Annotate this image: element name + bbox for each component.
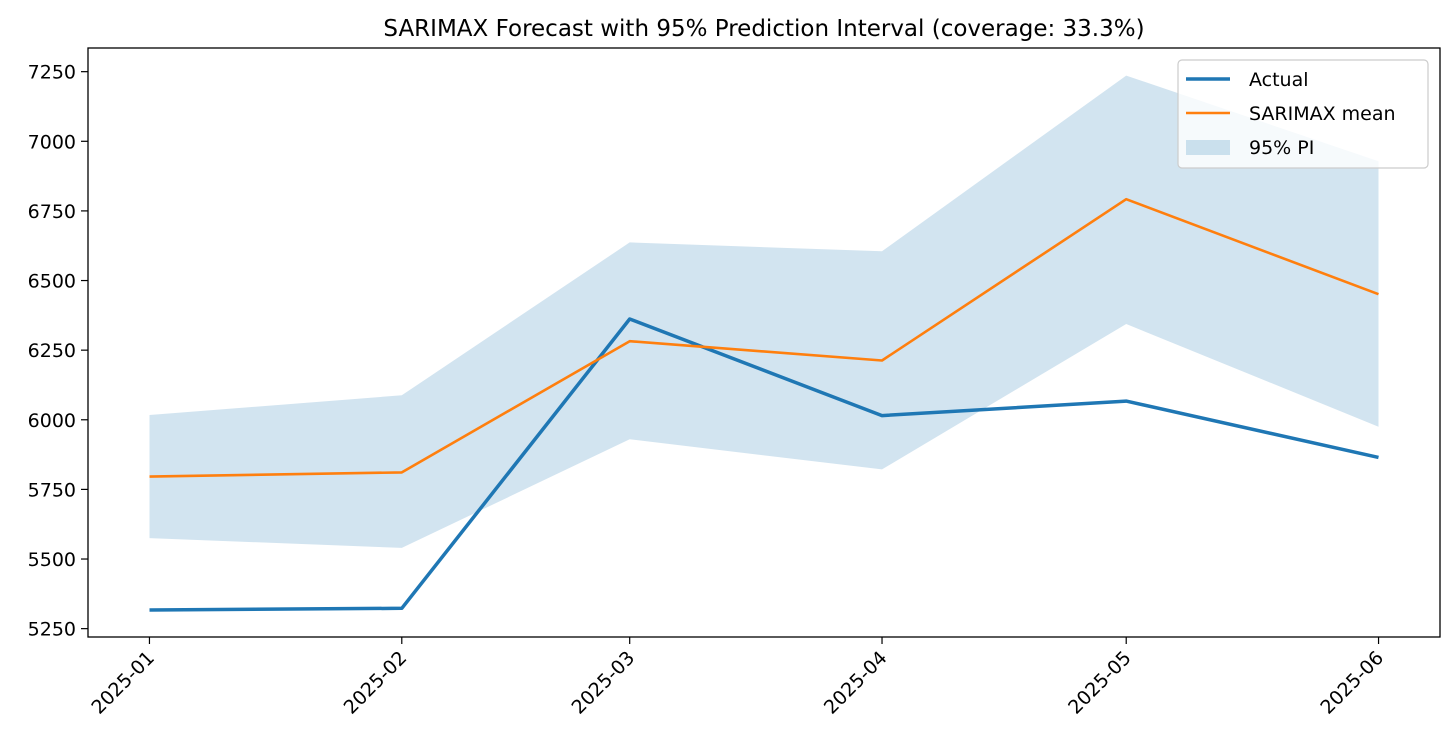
x-tick-label: 2025-06 — [1316, 647, 1388, 719]
legend-box — [1177, 59, 1429, 169]
y-tick-label: 7000 — [28, 131, 76, 153]
legend-label: 95% PI — [1249, 137, 1314, 159]
legend-label: Actual — [1249, 69, 1309, 91]
axes-frame — [87, 47, 1441, 638]
y-tick-label: 7250 — [28, 62, 76, 84]
x-tick-label: 2025-05 — [1064, 647, 1136, 719]
y-tick-label: 5500 — [28, 549, 76, 571]
plot-area — [149, 75, 1379, 612]
y-tick-label: 6750 — [28, 201, 76, 223]
legend-swatch — [1186, 140, 1230, 155]
x-tick-label: 2025-01 — [87, 647, 159, 719]
y-tick-label: 6000 — [28, 410, 76, 432]
x-tick-label: 2025-03 — [568, 647, 640, 719]
y-tick-label: 6500 — [28, 271, 76, 293]
legend-label: SARIMAX mean — [1249, 103, 1396, 125]
legend: Actual SARIMAX mean 95% PI — [1177, 59, 1429, 169]
x-tick-label: 2025-04 — [820, 647, 892, 719]
series-line-actual — [149, 317, 1379, 612]
band-95-pi — [149, 75, 1379, 548]
chart-title: SARIMAX Forecast with 95% Prediction Int… — [383, 16, 1144, 42]
y-tick-label: 5750 — [28, 479, 76, 501]
y-tick-label: 5250 — [28, 619, 76, 641]
x-tick-label: 2025-02 — [340, 647, 412, 719]
y-tick-label: 6250 — [28, 340, 76, 362]
series-line-sarimax-mean — [149, 197, 1379, 478]
